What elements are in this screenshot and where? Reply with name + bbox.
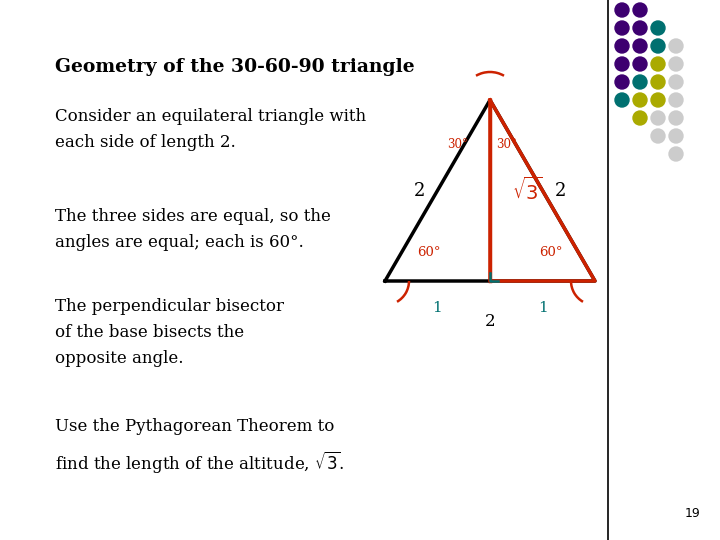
Circle shape (669, 57, 683, 71)
Circle shape (633, 21, 647, 35)
Circle shape (633, 93, 647, 107)
Circle shape (633, 3, 647, 17)
Circle shape (669, 93, 683, 107)
Circle shape (651, 111, 665, 125)
Circle shape (615, 93, 629, 107)
Text: 1: 1 (538, 301, 547, 315)
Circle shape (669, 75, 683, 89)
Circle shape (669, 39, 683, 53)
Text: Geometry of the 30-60-90 triangle: Geometry of the 30-60-90 triangle (55, 58, 415, 76)
Text: $\sqrt{3}$: $\sqrt{3}$ (512, 177, 543, 204)
Circle shape (651, 129, 665, 143)
Text: Consider an equilateral triangle with
each side of length 2.: Consider an equilateral triangle with ea… (55, 108, 366, 151)
Text: The perpendicular bisector
of the base bisects the
opposite angle.: The perpendicular bisector of the base b… (55, 298, 284, 367)
Circle shape (615, 3, 629, 17)
Circle shape (669, 147, 683, 161)
Text: 2: 2 (485, 313, 495, 330)
Text: 2: 2 (555, 181, 566, 199)
Circle shape (651, 21, 665, 35)
Circle shape (615, 39, 629, 53)
Text: Use the Pythagorean Theorem to
find the length of the altitude, $\sqrt{3}$.: Use the Pythagorean Theorem to find the … (55, 418, 345, 475)
Circle shape (633, 57, 647, 71)
Text: 19: 19 (684, 507, 700, 520)
Circle shape (669, 111, 683, 125)
Text: 1: 1 (433, 301, 442, 315)
Text: 30°: 30° (447, 138, 468, 151)
Circle shape (633, 111, 647, 125)
Circle shape (615, 75, 629, 89)
Circle shape (615, 21, 629, 35)
Text: 2: 2 (414, 181, 426, 199)
Text: The three sides are equal, so the
angles are equal; each is 60°.: The three sides are equal, so the angles… (55, 208, 331, 251)
Circle shape (615, 57, 629, 71)
Circle shape (633, 39, 647, 53)
Circle shape (669, 129, 683, 143)
Circle shape (651, 93, 665, 107)
Circle shape (651, 57, 665, 71)
Text: 60°: 60° (417, 246, 441, 259)
Text: 60°: 60° (539, 246, 563, 259)
Circle shape (651, 75, 665, 89)
Circle shape (633, 75, 647, 89)
Text: 30°: 30° (496, 138, 517, 151)
Circle shape (651, 39, 665, 53)
